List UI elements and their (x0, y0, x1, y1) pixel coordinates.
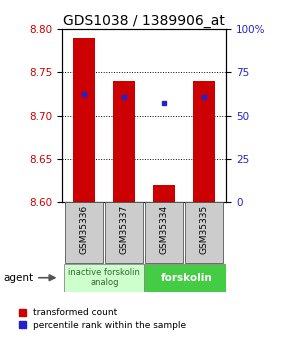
Text: inactive forskolin
analog: inactive forskolin analog (68, 268, 140, 287)
Text: GSM35336: GSM35336 (80, 205, 89, 254)
Bar (113, 81, 135, 202)
Text: GSM35334: GSM35334 (160, 205, 169, 254)
Bar (153, 185, 175, 202)
Bar (145, 203, 183, 263)
Bar (193, 81, 215, 202)
Bar (65, 203, 103, 263)
Title: GDS1038 / 1389906_at: GDS1038 / 1389906_at (63, 14, 225, 28)
Bar (144, 264, 226, 292)
Bar (73, 38, 95, 202)
Text: agent: agent (3, 273, 33, 283)
Text: GSM35335: GSM35335 (200, 205, 209, 254)
Text: GSM35337: GSM35337 (120, 205, 129, 254)
Text: forskolin: forskolin (160, 273, 212, 283)
Legend: transformed count, percentile rank within the sample: transformed count, percentile rank withi… (19, 308, 186, 330)
Bar (105, 203, 143, 263)
Bar (64, 264, 144, 292)
Bar (185, 203, 223, 263)
